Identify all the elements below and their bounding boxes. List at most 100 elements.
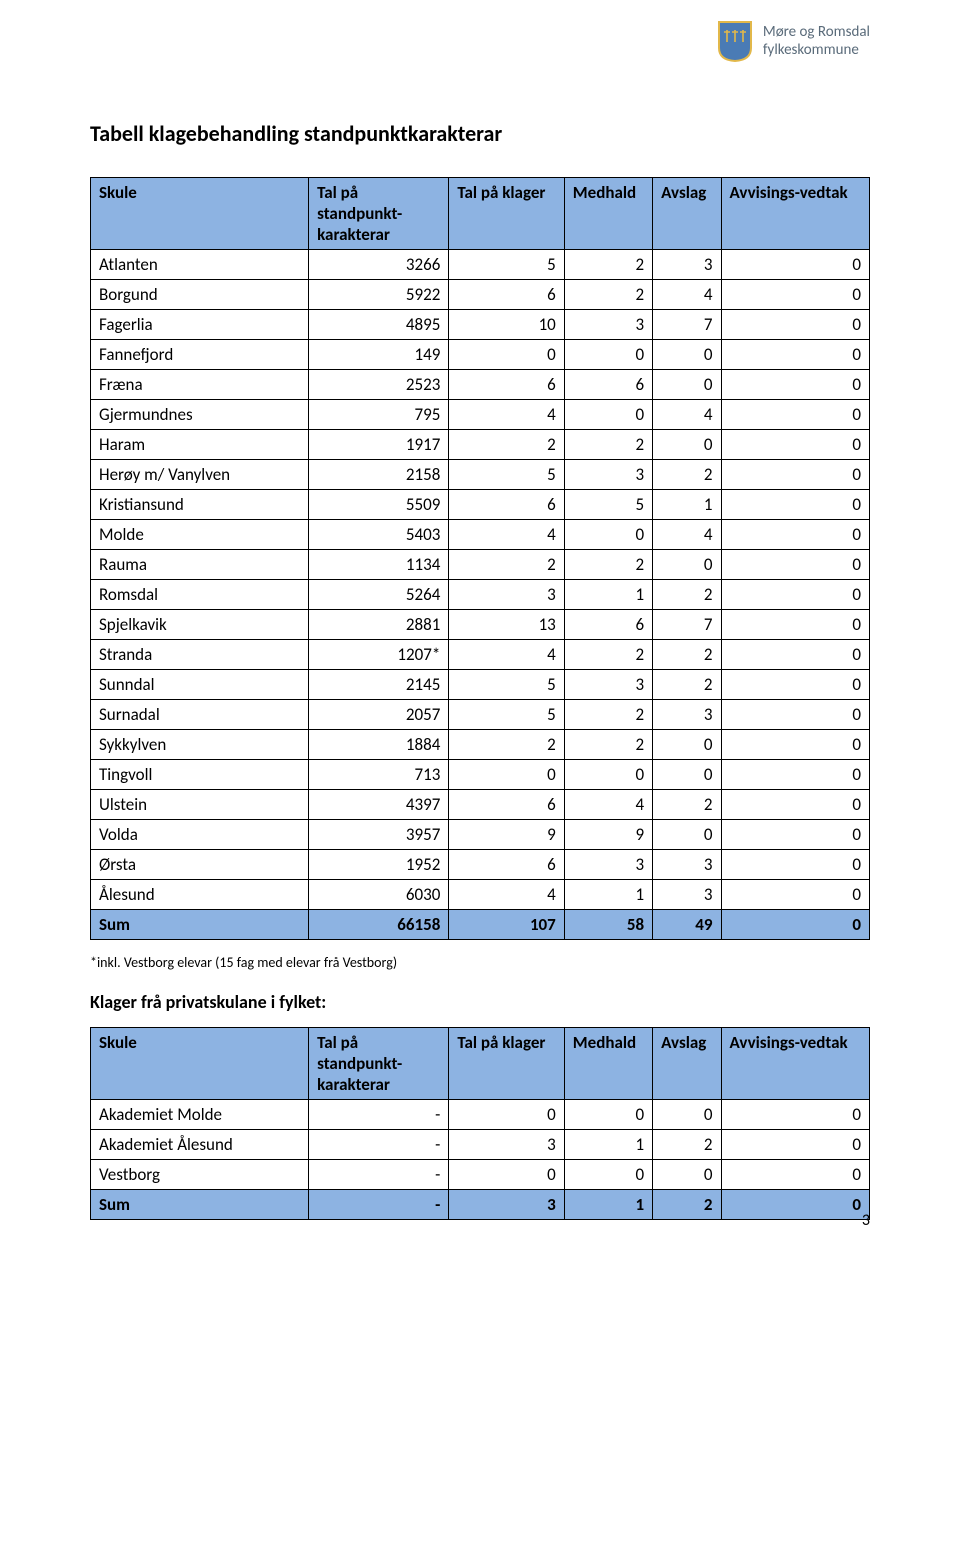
cell-value: 795 [309, 400, 449, 430]
cell-value: 3 [564, 460, 652, 490]
cell-value: 0 [721, 550, 869, 580]
sum-value: 107 [449, 910, 564, 940]
cell-skule: Tingvoll [91, 760, 309, 790]
cell-value: 2 [564, 280, 652, 310]
cell-value: 4397 [309, 790, 449, 820]
cell-value: 3 [449, 580, 564, 610]
cell-value: 0 [653, 340, 721, 370]
cell-skule: Akademiet Ålesund [91, 1130, 309, 1160]
cell-skule: Borgund [91, 280, 309, 310]
cell-skule: Ålesund [91, 880, 309, 910]
cell-value: 2 [564, 250, 652, 280]
cell-skule: Kristiansund [91, 490, 309, 520]
table-row: Borgund59226240 [91, 280, 870, 310]
cell-value: 2 [653, 640, 721, 670]
cell-value: 4 [449, 520, 564, 550]
cell-value: 9 [449, 820, 564, 850]
table-row: Akademiet Ålesund-3120 [91, 1130, 870, 1160]
cell-value: 0 [721, 790, 869, 820]
cell-value: 0 [721, 640, 869, 670]
col-skule: Skule [91, 178, 309, 250]
cell-skule: Fannefjord [91, 340, 309, 370]
sum-label: Sum [91, 910, 309, 940]
cell-value: 0 [721, 490, 869, 520]
cell-skule: Ulstein [91, 790, 309, 820]
table-row: Herøy m/ Vanylven21585320 [91, 460, 870, 490]
sum-value: 2 [653, 1190, 721, 1220]
cell-value: 2 [564, 640, 652, 670]
cell-skule: Molde [91, 520, 309, 550]
cell-value: 0 [564, 760, 652, 790]
page-title: Tabell klagebehandling standpunktkarakte… [90, 120, 870, 147]
cell-value: 4 [653, 400, 721, 430]
page-number: 3 [862, 1211, 870, 1230]
col-avvisings: Avvisings-vedtak [721, 178, 869, 250]
cell-value: 2057 [309, 700, 449, 730]
table-row: Ålesund60304130 [91, 880, 870, 910]
sum-value: 49 [653, 910, 721, 940]
sum-value: 1 [564, 1190, 652, 1220]
cell-value: 0 [721, 430, 869, 460]
org-name-line1: Møre og Romsdal [763, 23, 870, 41]
cell-value: 2 [653, 1130, 721, 1160]
table-row: Akademiet Molde-0000 [91, 1100, 870, 1130]
cell-value: 6 [449, 850, 564, 880]
col-standpunkt: Tal på standpunkt-karakterar [309, 178, 449, 250]
table-row: Tingvoll7130000 [91, 760, 870, 790]
cell-skule: Sunndal [91, 670, 309, 700]
cell-value: 1 [564, 1130, 652, 1160]
cell-value: 3957 [309, 820, 449, 850]
cell-skule: Gjermundnes [91, 400, 309, 430]
sum-label: Sum [91, 1190, 309, 1220]
cell-skule: Surnadal [91, 700, 309, 730]
cell-value: 0 [653, 820, 721, 850]
table-row: Atlanten32665230 [91, 250, 870, 280]
cell-value: 5403 [309, 520, 449, 550]
cell-value: 0 [564, 340, 652, 370]
cell-skule: Akademiet Molde [91, 1100, 309, 1130]
cell-skule: Atlanten [91, 250, 309, 280]
cell-value: 2 [653, 460, 721, 490]
cell-value: 0 [449, 760, 564, 790]
cell-value: 6 [564, 610, 652, 640]
cell-value: 2523 [309, 370, 449, 400]
sum-value: - [309, 1190, 449, 1220]
cell-value: 2881 [309, 610, 449, 640]
col-klager: Tal på klager [449, 1028, 564, 1100]
cell-value: 5 [449, 460, 564, 490]
table-row: Sunndal21455320 [91, 670, 870, 700]
cell-value: 4 [653, 280, 721, 310]
cell-value: 10 [449, 310, 564, 340]
cell-value: - [309, 1100, 449, 1130]
cell-value: 1134 [309, 550, 449, 580]
cell-skule: Vestborg [91, 1160, 309, 1190]
cell-value: 2 [653, 580, 721, 610]
cell-value: 13 [449, 610, 564, 640]
cell-value: 2145 [309, 670, 449, 700]
cell-value: 5 [449, 250, 564, 280]
table-row: Fannefjord1490000 [91, 340, 870, 370]
cell-value: 0 [564, 1100, 652, 1130]
cell-value: 2 [564, 730, 652, 760]
cell-value: 3 [449, 1130, 564, 1160]
col-avslag: Avslag [653, 1028, 721, 1100]
cell-value: 1 [653, 490, 721, 520]
cell-value: - [309, 1160, 449, 1190]
sum-value: 66158 [309, 910, 449, 940]
cell-skule: Herøy m/ Vanylven [91, 460, 309, 490]
col-medhald: Medhald [564, 178, 652, 250]
table-row: Sykkylven18842200 [91, 730, 870, 760]
cell-value: 0 [721, 310, 869, 340]
cell-skule: Romsdal [91, 580, 309, 610]
cell-value: 0 [721, 760, 869, 790]
cell-value: 0 [653, 550, 721, 580]
cell-value: 6 [449, 490, 564, 520]
table-row: Fagerlia489510370 [91, 310, 870, 340]
cell-value: 4 [564, 790, 652, 820]
cell-value: 0 [721, 580, 869, 610]
cell-value: 0 [449, 1160, 564, 1190]
cell-value: 0 [653, 1100, 721, 1130]
org-name: Møre og Romsdal fylkeskommune [763, 23, 870, 59]
table-row: Volda39579900 [91, 820, 870, 850]
table-row: Molde54034040 [91, 520, 870, 550]
